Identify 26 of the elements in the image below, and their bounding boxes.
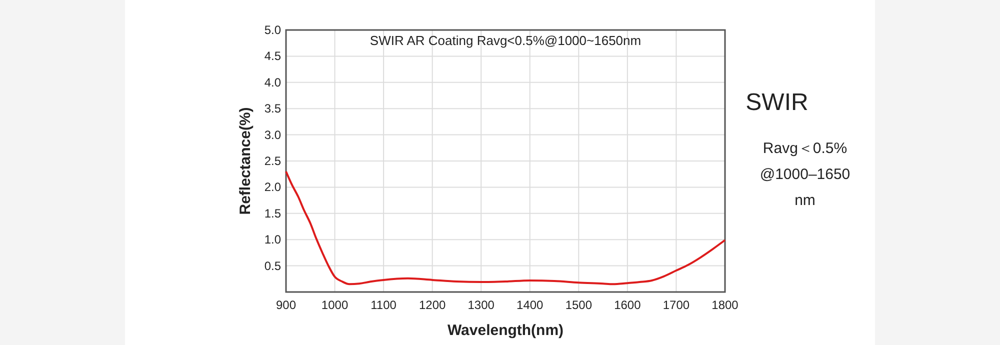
y-tick-label: 3.5 [264,102,282,116]
x-axis-title: Wavelength(nm) [447,322,564,339]
x-tick-label: 1500 [565,298,592,312]
x-tick-label: 1300 [468,298,495,312]
x-tick-label: 900 [276,298,296,312]
chart-title: SWIR AR Coating Ravg<0.5%@1000~1650nm [370,33,642,48]
x-tick-label: 1200 [418,298,446,312]
y-tick-label: 1.0 [264,232,282,247]
y-tick-label: 4.0 [264,75,282,90]
text: SWIR [746,89,808,116]
line-series [285,170,726,286]
x-tick-label: 1700 [662,298,690,312]
text: Ravg＜0.5% @1000–1650 nm [760,140,850,209]
y-tick-label: 2.0 [264,180,282,194]
y-tick-label: 0.5 [264,258,282,273]
y-tick-label: 1.5 [264,206,282,220]
y-tick-label: 5.0 [264,23,282,37]
x-tick-label: 1400 [516,298,544,312]
x-tick-label: 1000 [321,298,348,312]
y-axis-title: Reflectance(%) [237,107,254,215]
x-tick-label: 1600 [614,298,642,312]
x-tick-label: 1100 [370,298,397,312]
x-tick-label: 1800 [712,298,739,312]
y-tick-label: 3.0 [264,128,282,142]
y-tick-label: 4.5 [264,49,282,64]
y-tick-label: 2.5 [264,154,282,168]
